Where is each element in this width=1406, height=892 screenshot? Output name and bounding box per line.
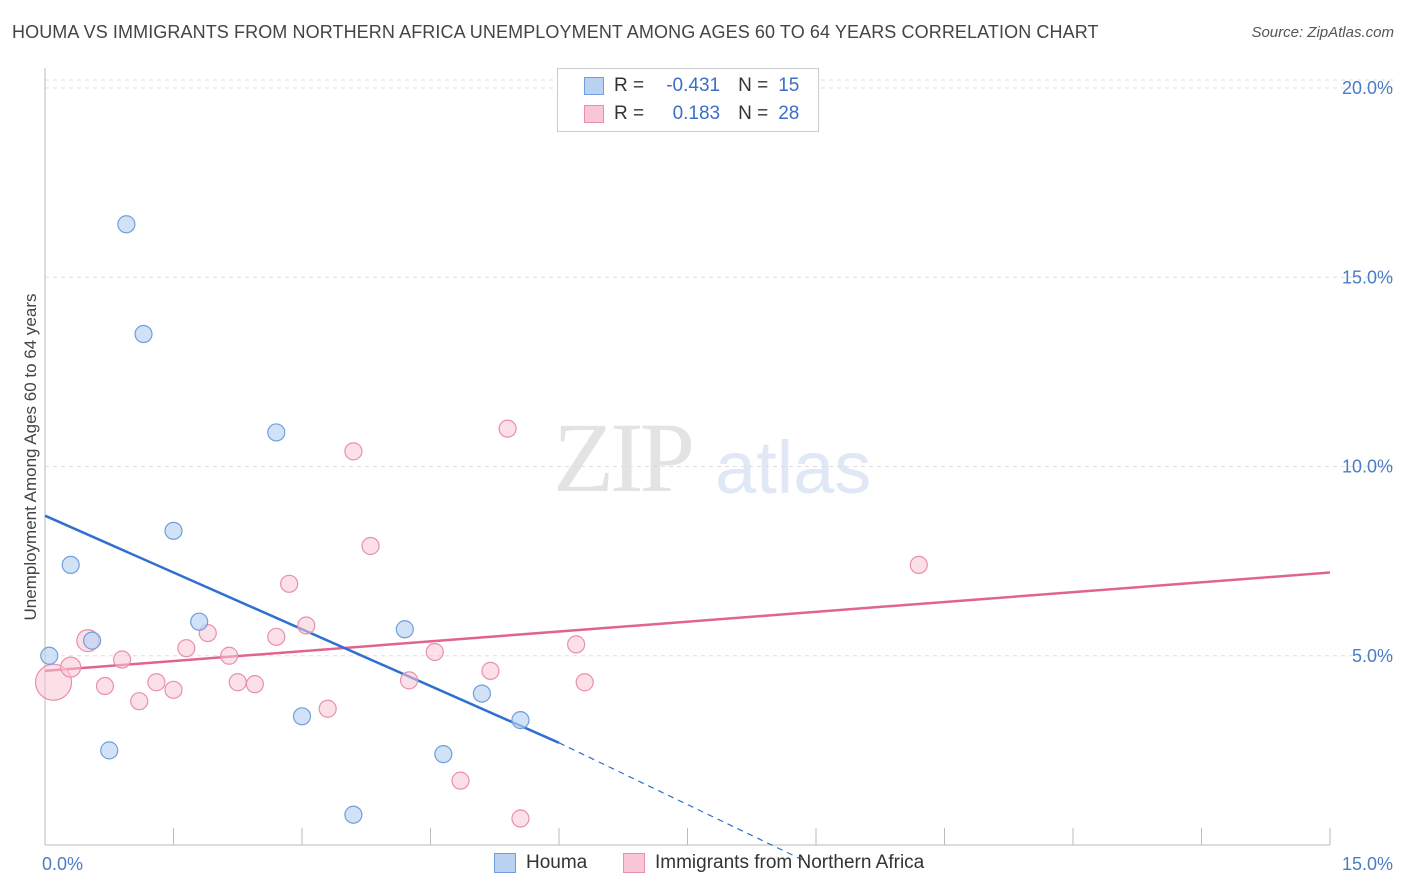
- immigrants-point: [228, 673, 247, 692]
- chart-title: HOUMA VS IMMIGRANTS FROM NORTHERN AFRICA…: [12, 22, 1099, 42]
- immigrants-point: [511, 809, 530, 828]
- y-axis-title: Unemployment Among Ages 60 to 64 years: [21, 294, 40, 621]
- houma-point: [267, 423, 286, 442]
- houma-point: [472, 684, 491, 703]
- immigrants-point: [498, 419, 517, 438]
- houma-n-value: 15: [778, 75, 800, 96]
- houma-point: [134, 324, 153, 344]
- immigrants-point: [220, 646, 239, 665]
- immigrants-n-label: N =: [738, 103, 769, 124]
- houma-swatch: [584, 77, 604, 95]
- immigrants-point: [112, 650, 132, 669]
- data-points: [34, 215, 928, 828]
- immigrants-point: [575, 673, 594, 692]
- immigrants-point: [164, 680, 183, 699]
- immigrants-point: [177, 639, 196, 658]
- axes: [44, 68, 1331, 846]
- watermark-zip: ZIP: [553, 402, 695, 513]
- houma-n-label: N =: [738, 75, 769, 96]
- immigrants-point: [267, 627, 286, 646]
- houma-point: [344, 805, 363, 824]
- immigrants-swatch: [584, 105, 604, 123]
- houma-trend-extension: [558, 742, 804, 861]
- houma-legend-swatch: [494, 853, 516, 873]
- immigrants-r-value: 0.183: [672, 103, 721, 124]
- y-tick-label: 10.0%: [1342, 457, 1393, 477]
- series-legend: Houma Immigrants from Northern Africa: [0, 852, 1406, 878]
- immigrants-point: [245, 675, 264, 694]
- houma-point: [40, 646, 59, 665]
- immigrants-point: [130, 692, 149, 711]
- chart-source: Source: ZipAtlas.com: [1251, 24, 1394, 41]
- immigrants-point: [425, 642, 444, 662]
- immigrants-point: [344, 442, 363, 461]
- houma-point: [395, 620, 414, 639]
- y-tick-label: 5.0%: [1352, 646, 1393, 666]
- immigrants-r-label: R =: [614, 103, 645, 124]
- tick-labels: 5.0% 10.0% 15.0% 20.0% 0.0% 15.0% Unemployment…: [21, 78, 1393, 874]
- immigrants-n-value: 28: [778, 103, 800, 124]
- houma-legend-label: Houma: [526, 852, 588, 873]
- immigrants-point: [481, 661, 500, 680]
- y-tick-label: 15.0%: [1342, 267, 1393, 287]
- houma-point: [100, 741, 119, 760]
- houma-r-label: R =: [614, 75, 645, 96]
- houma-point: [511, 710, 530, 730]
- legend-row-houma: R = -0.431 N = 15: [584, 73, 799, 99]
- immigrants-legend-label: Immigrants from Northern Africa: [655, 852, 925, 873]
- immigrants-point: [361, 536, 380, 556]
- houma-point: [164, 521, 183, 540]
- legend-item-immigrants: Immigrants from Northern Africa: [623, 852, 924, 874]
- immigrants-point: [147, 673, 166, 692]
- x-tick-label: 15.0%: [1342, 854, 1393, 874]
- houma-point: [117, 215, 136, 234]
- immigrants-point: [318, 699, 337, 718]
- houma-point: [434, 745, 453, 764]
- watermark-atlas: atlas: [715, 426, 872, 509]
- grid-lines: [45, 79, 1395, 657]
- legend-item-houma: Houma: [494, 852, 587, 874]
- houma-point: [61, 555, 80, 575]
- immigrants-point: [297, 616, 316, 635]
- houma-point: [292, 707, 312, 726]
- houma-point: [190, 612, 209, 631]
- legend-row-immigrants: R = 0.183 N = 28: [584, 101, 799, 127]
- immigrants-point: [60, 656, 82, 678]
- immigrants-point: [95, 676, 115, 696]
- houma-r-value: -0.431: [666, 75, 721, 96]
- y-tick-label: 20.0%: [1342, 78, 1393, 98]
- stats-legend: R = -0.431 N = 15 R = 0.183 N = 28: [557, 68, 819, 132]
- houma-point: [83, 631, 102, 650]
- immigrants-legend-swatch: [623, 853, 645, 873]
- immigrants-point: [909, 555, 928, 575]
- immigrants-point: [399, 671, 419, 690]
- immigrants-trend-line: [44, 571, 1331, 673]
- immigrants-point: [451, 771, 470, 790]
- x-tick-label: 0.0%: [42, 854, 83, 874]
- immigrants-point: [567, 635, 586, 654]
- immigrants-point: [280, 574, 299, 593]
